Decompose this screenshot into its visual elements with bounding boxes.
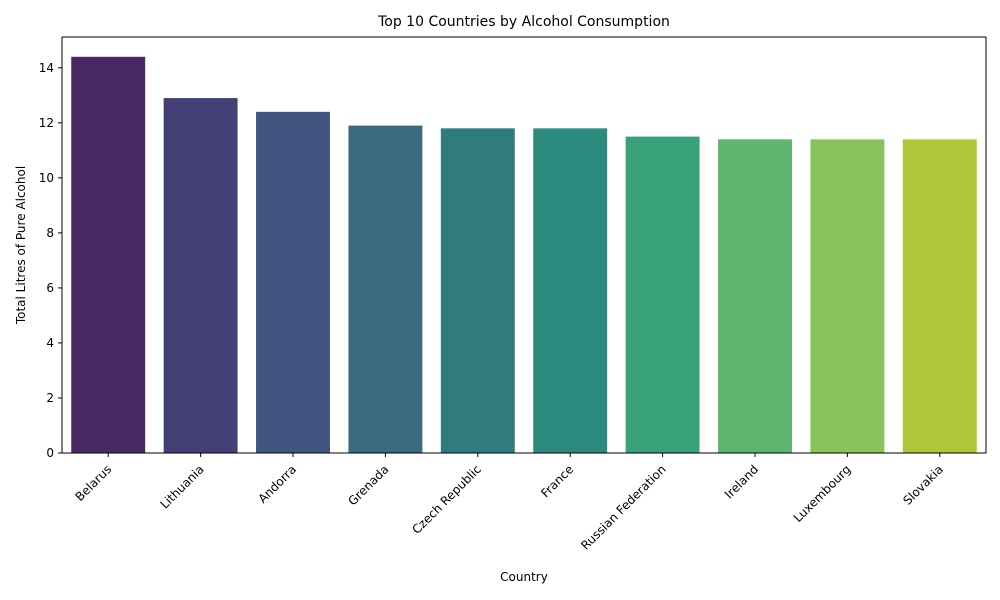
plot-frame	[61, 36, 987, 454]
bar-belarus	[71, 56, 146, 454]
bar-czech-republic	[440, 128, 515, 453]
x-tick-label: Russian Federation	[578, 462, 668, 552]
x-tick-label: Ireland	[722, 462, 761, 501]
x-tick-label: Lithuania	[158, 462, 207, 511]
x-tick-label: Luxembourg	[791, 462, 854, 525]
bar-ireland	[718, 139, 792, 453]
x-tick-label: Andorra	[255, 462, 299, 506]
bar-andorra	[256, 111, 330, 453]
y-tick-label: 4	[46, 336, 54, 350]
x-axis: Belarus Lithuania Andorra Grenada Czech Repu…	[73, 453, 946, 553]
y-tick-label: 10	[39, 171, 54, 185]
bar-luxembourg	[810, 139, 885, 453]
y-tick-label: 12	[39, 116, 54, 130]
x-axis-title: Country	[500, 570, 548, 584]
x-tick-label: Czech Republic	[409, 462, 484, 537]
y-axis: 0 2 4 6 8 10 12 14	[39, 61, 62, 460]
y-tick-label: 14	[39, 61, 54, 75]
bars-group	[71, 56, 977, 454]
chart-title: Top 10 Countries by Alcohol Consumption	[377, 14, 670, 30]
y-axis-title: Total Litres of Pure Alcohol	[14, 166, 28, 325]
y-tick-label: 0	[46, 446, 54, 460]
x-tick-label: France	[538, 462, 576, 500]
bar-russian-federation	[625, 136, 700, 453]
bar-lithuania	[163, 98, 238, 453]
y-tick-label: 2	[46, 391, 54, 405]
bar-grenada	[348, 125, 423, 453]
bar-slovakia	[902, 139, 977, 453]
y-tick-label: 8	[46, 226, 54, 240]
x-tick-label: Slovakia	[900, 462, 946, 508]
bar-france	[533, 128, 608, 453]
y-tick-label: 6	[46, 281, 54, 295]
x-tick-label: Belarus	[73, 462, 115, 504]
x-tick-label: Grenada	[345, 462, 391, 508]
